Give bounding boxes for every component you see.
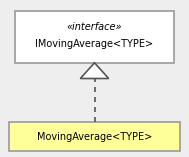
Text: MovingAverage<TYPE>: MovingAverage<TYPE> xyxy=(37,132,152,142)
Text: IMovingAverage<TYPE>: IMovingAverage<TYPE> xyxy=(36,39,153,49)
Text: «interface»: «interface» xyxy=(67,22,122,32)
Bar xyxy=(9,122,180,151)
Polygon shape xyxy=(80,63,109,78)
Bar xyxy=(15,11,174,63)
